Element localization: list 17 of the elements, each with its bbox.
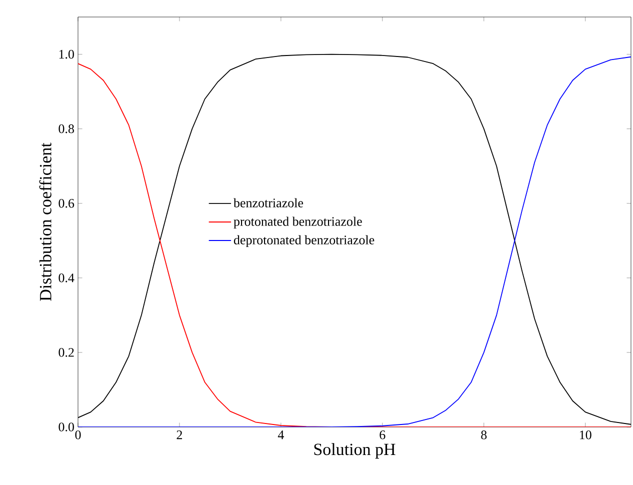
x-tick-label: 0	[75, 430, 81, 440]
x-tick-label: 6	[380, 430, 386, 440]
x-axis-title: Solution pH	[314, 443, 396, 459]
legend-label: protonated benzotriazole	[234, 216, 362, 229]
legend-label: benzotriazole	[233, 198, 304, 208]
y-axis-title: Distribution coefficient	[39, 142, 52, 301]
y-tick-label: 0.4	[58, 273, 74, 282]
x-tick-label: 8	[481, 430, 487, 440]
x-tick-label: 4	[278, 430, 284, 440]
y-tick-label: 0.0	[58, 422, 74, 432]
y-tick-label: 0.8	[58, 124, 74, 134]
legend-label: deprotonated benzotriazole	[234, 235, 374, 248]
y-tick-label: 0.2	[58, 348, 74, 357]
x-tick-label: 2	[176, 430, 182, 440]
y-tick-label: 1.0	[59, 50, 74, 59]
x-tick-label: 10	[580, 430, 592, 440]
y-tick-label: 0.6	[58, 198, 74, 208]
